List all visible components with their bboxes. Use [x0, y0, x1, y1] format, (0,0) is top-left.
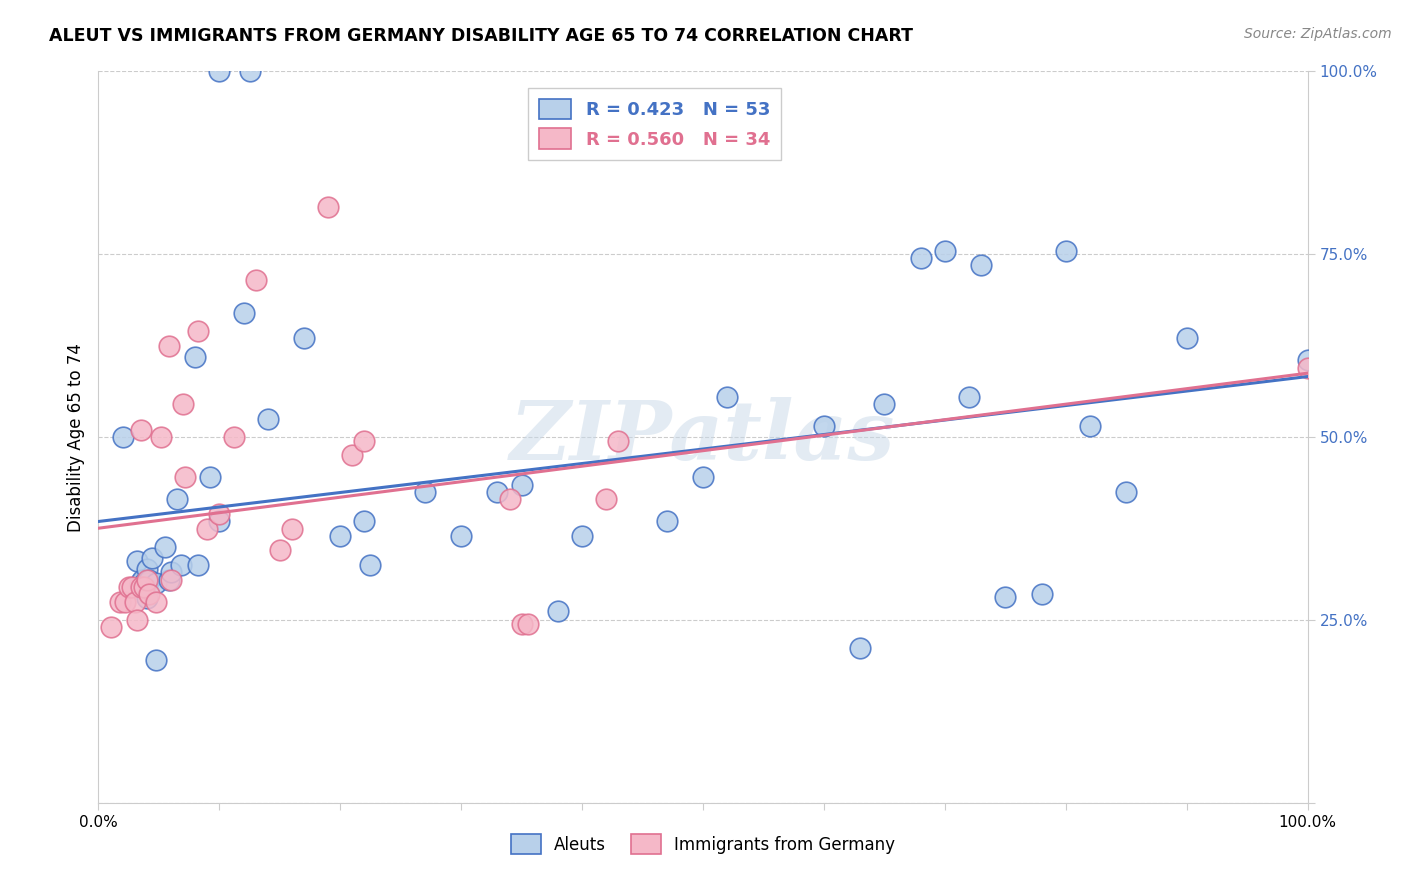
Point: [131, 573, 153, 587]
Point: [1175, 331, 1198, 345]
Point: [849, 640, 872, 655]
Point: [516, 616, 538, 631]
Point: [510, 477, 533, 491]
Point: [157, 338, 180, 352]
Point: [873, 397, 896, 411]
Point: [547, 604, 569, 618]
Point: [1031, 587, 1053, 601]
Point: [198, 470, 221, 484]
Point: [342, 448, 364, 462]
Y-axis label: Disability Age 65 to 74: Disability Age 65 to 74: [66, 343, 84, 532]
Point: [292, 331, 315, 345]
Point: [222, 430, 245, 444]
Point: [135, 576, 157, 591]
Point: [160, 573, 183, 587]
Point: [138, 587, 160, 601]
Point: [655, 514, 678, 528]
Point: [208, 514, 231, 528]
Point: [1296, 360, 1319, 375]
Text: ZIPatlas: ZIPatlas: [510, 397, 896, 477]
Point: [134, 580, 156, 594]
Point: [135, 573, 157, 587]
Point: [127, 613, 149, 627]
Point: [187, 324, 209, 338]
Point: [134, 576, 156, 591]
Point: [184, 350, 207, 364]
Text: ALEUT VS IMMIGRANTS FROM GERMANY DISABILITY AGE 65 TO 74 CORRELATION CHART: ALEUT VS IMMIGRANTS FROM GERMANY DISABIL…: [49, 27, 914, 45]
Legend: Aleuts, Immigrants from Germany: Aleuts, Immigrants from Germany: [503, 828, 903, 860]
Point: [269, 543, 291, 558]
Point: [135, 562, 157, 576]
Point: [957, 390, 980, 404]
Point: [994, 590, 1017, 604]
Point: [145, 653, 167, 667]
Point: [157, 573, 180, 587]
Point: [1296, 353, 1319, 368]
Point: [166, 492, 188, 507]
Point: [150, 430, 173, 444]
Point: [208, 64, 231, 78]
Point: [134, 580, 156, 594]
Point: [607, 434, 630, 448]
Point: [108, 594, 131, 608]
Point: [174, 470, 197, 484]
Point: [245, 273, 267, 287]
Point: [153, 540, 176, 554]
Point: [138, 573, 160, 587]
Point: [1115, 485, 1137, 500]
Point: [1054, 244, 1077, 258]
Point: [486, 485, 509, 500]
Point: [970, 258, 993, 272]
Point: [124, 594, 146, 608]
Point: [353, 434, 375, 448]
Point: [127, 554, 149, 568]
Point: [135, 591, 157, 605]
Point: [510, 616, 533, 631]
Point: [169, 558, 191, 573]
Text: Source: ZipAtlas.com: Source: ZipAtlas.com: [1244, 27, 1392, 41]
Point: [910, 251, 932, 265]
Point: [571, 529, 593, 543]
Point: [141, 550, 163, 565]
Point: [329, 529, 352, 543]
Point: [195, 521, 218, 535]
Point: [934, 244, 956, 258]
Point: [118, 580, 141, 594]
Point: [281, 521, 304, 535]
Point: [316, 200, 339, 214]
Point: [595, 492, 617, 507]
Point: [498, 492, 520, 507]
Point: [187, 558, 209, 573]
Point: [100, 620, 122, 634]
Point: [160, 566, 183, 580]
Point: [208, 507, 231, 521]
Point: [128, 576, 150, 591]
Point: [145, 576, 167, 591]
Point: [353, 514, 375, 528]
Point: [111, 430, 134, 444]
Point: [239, 64, 262, 78]
Point: [1078, 419, 1101, 434]
Point: [813, 419, 835, 434]
Point: [256, 412, 278, 426]
Point: [114, 594, 136, 608]
Point: [716, 390, 738, 404]
Point: [232, 306, 254, 320]
Point: [172, 397, 194, 411]
Point: [413, 485, 436, 500]
Point: [450, 529, 472, 543]
Point: [121, 580, 143, 594]
Point: [360, 558, 382, 573]
Point: [692, 470, 714, 484]
Point: [129, 580, 152, 594]
Point: [145, 594, 167, 608]
Point: [129, 423, 152, 437]
